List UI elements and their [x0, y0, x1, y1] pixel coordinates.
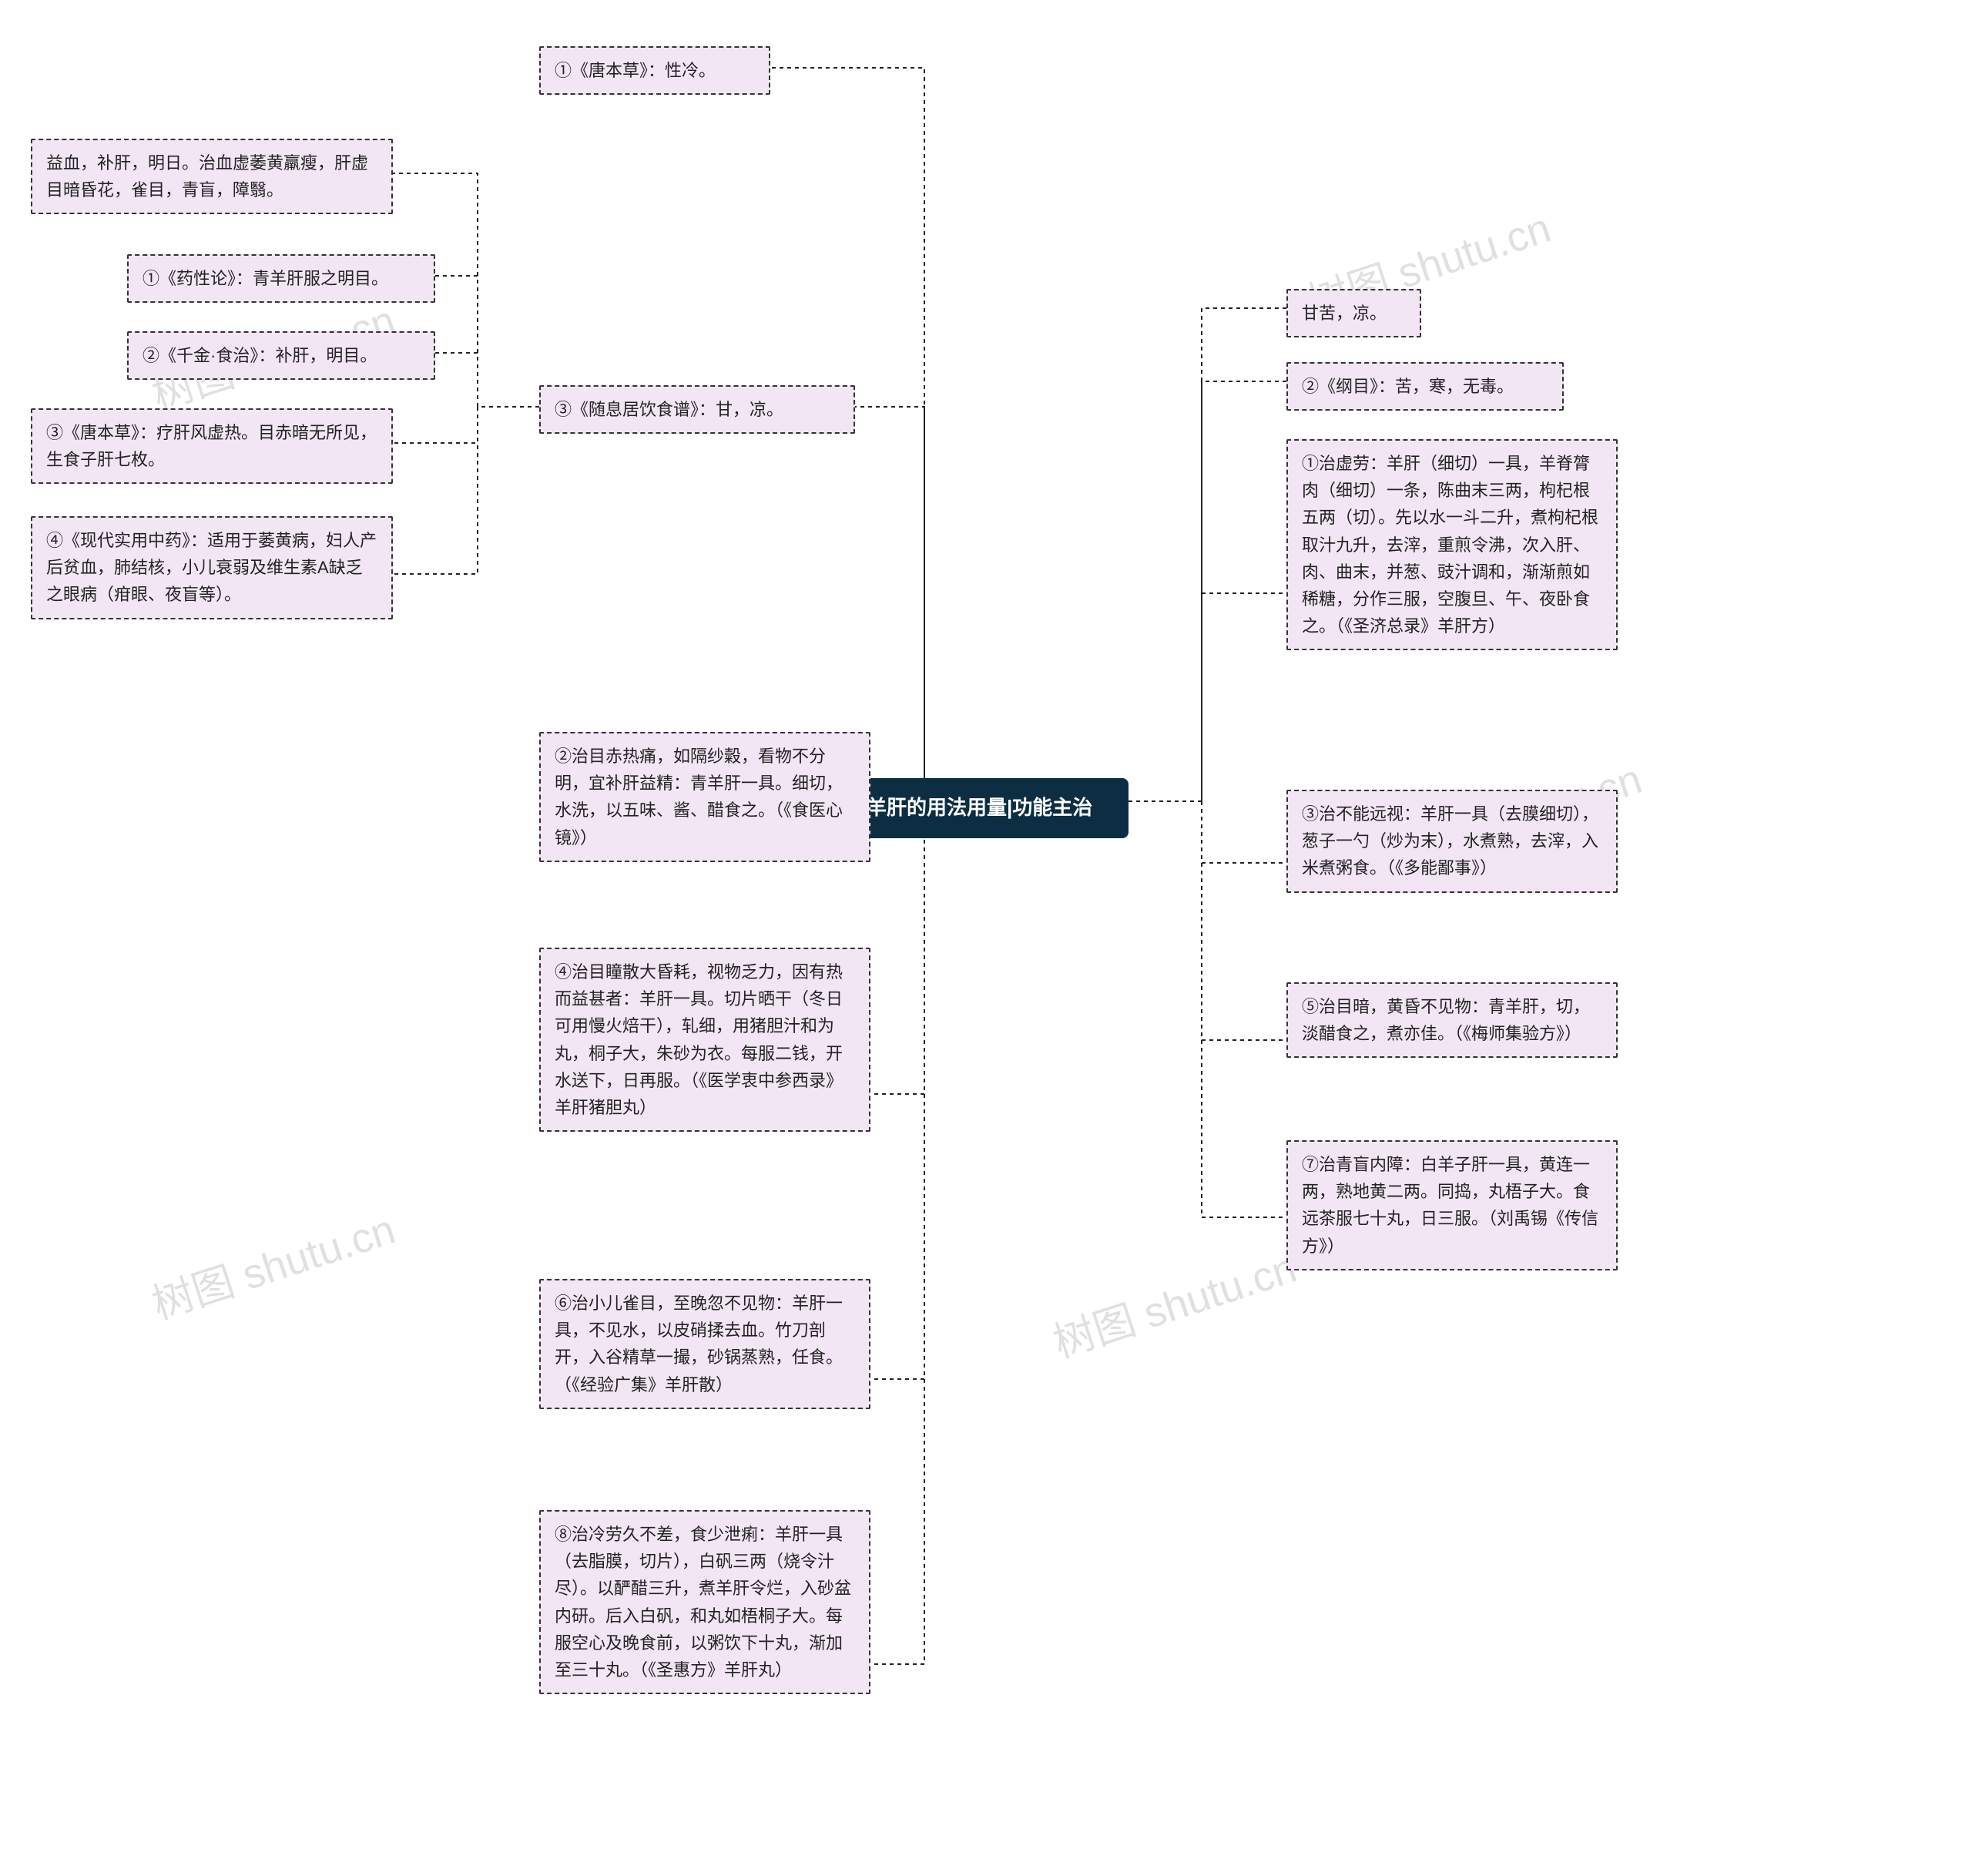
node-s3[interactable]: ②《千金·食治》：补肝，明目。 — [127, 331, 435, 380]
node-l3[interactable]: ②治目赤热痛，如隔纱糓，看物不分明，宜补肝益精：青羊肝一具。细切，水洗，以五味、… — [539, 732, 870, 862]
node-text: ⑦治青盲内障：白羊子肝一具，黄连一两，熟地黄二两。同捣，丸梧子大。食远茶服七十丸… — [1302, 1155, 1598, 1256]
central-label: 羊肝的用法用量|功能主治 — [867, 796, 1092, 819]
node-text: ②《纲目》：苦，寒，无毒。 — [1302, 377, 1514, 396]
watermark: 树图 shutu.cn — [143, 1195, 402, 1331]
node-text: 益血，补肝，明日。治血虚萎黄羸瘦，肝虚目暗昏花，雀目，青盲，障翳。 — [46, 153, 368, 200]
node-text: ④《现代实用中药》：适用于萎黄病，妇人产后贫血，肺结核，小儿衰弱及维生素A缺乏之… — [46, 531, 377, 604]
node-text: 甘苦，凉。 — [1302, 304, 1387, 323]
node-text: ②治目赤热痛，如隔纱糓，看物不分明，宜补肝益精：青羊肝一具。细切，水洗，以五味、… — [555, 747, 843, 847]
node-text: ⑤治目暗，黄昏不见物：青羊肝，切，淡醋食之，煮亦佳。（《梅师集验方》） — [1302, 997, 1590, 1043]
node-text: ①治虚劳：羊肝（细切）一具，羊脊膂肉（细切）一条，陈曲末三两，枸杞根五两（切）。… — [1302, 454, 1598, 636]
node-s1[interactable]: 益血，补肝，明日。治血虚萎黄羸瘦，肝虚目暗昏花，雀目，青盲，障翳。 — [31, 139, 393, 214]
node-s4[interactable]: ③《唐本草》：疗肝风虚热。目赤暗无所见，生食子肝七枚。 — [31, 408, 393, 484]
node-r5[interactable]: ⑤治目暗，黄昏不见物：青羊肝，切，淡醋食之，煮亦佳。（《梅师集验方》） — [1286, 982, 1618, 1058]
node-text: ⑥治小儿雀目，至晚忽不见物：羊肝一具，不见水，以皮硝揉去血。竹刀剖开，入谷精草一… — [555, 1294, 843, 1394]
node-text: ⑧治冷劳久不差，食少泄痢：羊肝一具（去脂膜，切片），白矾三两（烧令汁尽）。以酽醋… — [555, 1525, 851, 1680]
watermark: 树图 shutu.cn — [1045, 1233, 1303, 1369]
node-s5[interactable]: ④《现代实用中药》：适用于萎黄病，妇人产后贫血，肺结核，小儿衰弱及维生素A缺乏之… — [31, 516, 393, 619]
node-l6[interactable]: ⑧治冷劳久不差，食少泄痢：羊肝一具（去脂膜，切片），白矾三两（烧令汁尽）。以酽醋… — [539, 1510, 870, 1694]
node-r1[interactable]: 甘苦，凉。 — [1286, 289, 1421, 337]
node-text: ③治不能远视：羊肝一具（去膜细切），葱子一勺（炒为末），水煮熟，去滓，入米煮粥食… — [1302, 804, 1598, 878]
node-s2[interactable]: ①《药性论》：青羊肝服之明目。 — [127, 254, 435, 303]
node-r4[interactable]: ③治不能远视：羊肝一具（去膜细切），葱子一勺（炒为末），水煮熟，去滓，入米煮粥食… — [1286, 790, 1618, 893]
node-text: ③《随息居饮食谱》：甘，凉。 — [555, 400, 783, 419]
node-text: ②《千金·食治》：补肝，明目。 — [143, 346, 377, 365]
node-text: ③《唐本草》：疗肝风虚热。目赤暗无所见，生食子肝七枚。 — [46, 423, 377, 469]
node-r3[interactable]: ①治虚劳：羊肝（细切）一具，羊脊膂肉（细切）一条，陈曲末三两，枸杞根五两（切）。… — [1286, 439, 1618, 650]
central-node[interactable]: 羊肝的用法用量|功能主治 — [843, 778, 1129, 838]
node-l1[interactable]: ①《唐本草》：性冷。 — [539, 46, 770, 95]
node-l5[interactable]: ⑥治小儿雀目，至晚忽不见物：羊肝一具，不见水，以皮硝揉去血。竹刀剖开，入谷精草一… — [539, 1279, 870, 1409]
node-l4[interactable]: ④治目瞳散大昏耗，视物乏力，因有热而益甚者：羊肝一具。切片晒干（冬日可用慢火焙干… — [539, 948, 870, 1132]
node-text: ①《唐本草》：性冷。 — [555, 61, 716, 80]
node-r6[interactable]: ⑦治青盲内障：白羊子肝一具，黄连一两，熟地黄二两。同捣，丸梧子大。食远茶服七十丸… — [1286, 1140, 1618, 1270]
node-text: ①《药性论》：青羊肝服之明目。 — [143, 269, 388, 288]
node-l2[interactable]: ③《随息居饮食谱》：甘，凉。 — [539, 385, 855, 434]
node-text: ④治目瞳散大昏耗，视物乏力，因有热而益甚者：羊肝一具。切片晒干（冬日可用慢火焙干… — [555, 962, 843, 1117]
node-r2[interactable]: ②《纲目》：苦，寒，无毒。 — [1286, 362, 1564, 411]
mindmap-canvas: 树图 shutu.cn 树图 shutu.cn shutu.cn 树图 shut… — [0, 0, 1972, 1876]
